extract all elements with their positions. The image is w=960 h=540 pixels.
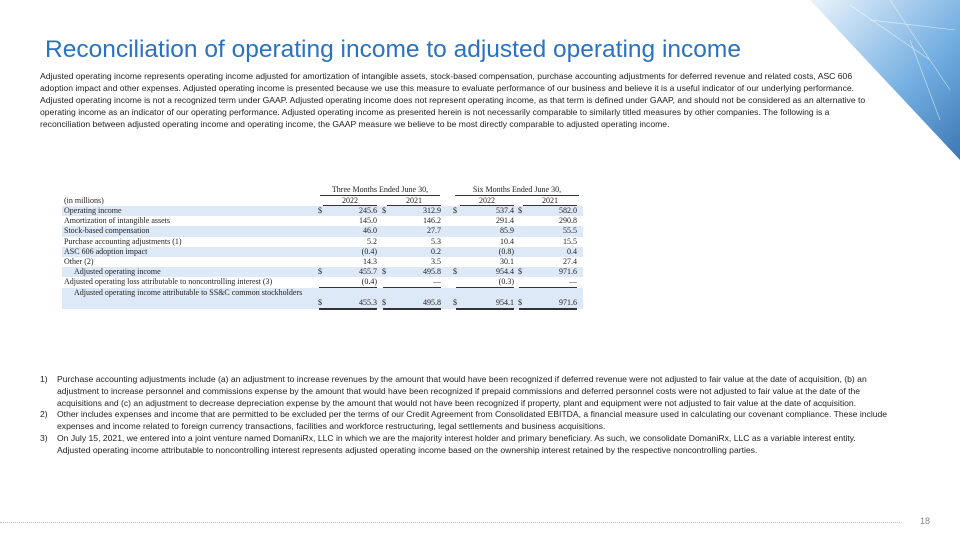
footnote-number: 1) [40,374,48,384]
cell-value: 455.3 [319,298,377,311]
cell-value: 971.6 [519,298,577,311]
intro-text: Adjusted operating income represents ope… [40,71,866,129]
group-header: Three Months Ended June 30, [320,184,440,196]
currency-sign: $ [382,267,386,277]
footnote: 2) Other includes expenses and income tha… [40,409,890,433]
reconciliation-table: Three Months Ended June 30, Six Months En… [62,184,583,314]
cell-value: 312.9 [423,206,441,215]
cell-value: 290.8 [559,216,577,226]
year-header: 2022 [323,196,377,206]
currency-sign: $ [453,267,457,277]
row-background [62,287,583,309]
unit-label: (in millions) [64,196,104,205]
currency-sign: $ [318,298,322,308]
currency-sign: $ [382,298,386,308]
currency-sign: $ [382,206,386,215]
cell-value: (0.8) [498,246,514,256]
cell-value: 10.4 [500,236,514,246]
cell-value: (0.4) [361,246,377,256]
title: Reconciliation of operating income to ad… [45,36,741,63]
footnote: 1) Purchase accounting adjustments includ… [40,374,890,409]
cell-value: 146.2 [423,216,441,226]
cell-value: 145.0 [359,216,377,226]
currency-sign: $ [453,206,457,215]
currency-sign: $ [518,298,522,308]
decoration [810,0,960,160]
cell-value: 5.2 [367,236,377,246]
cell-value: 954.4 [496,267,514,277]
row-label: ASC 606 adoption impact [64,246,148,256]
row-label: Amortization of intangible assets [64,216,170,226]
row-label: Stock-based compensation [64,226,150,236]
footnote-text: Other includes expenses and income that … [57,409,888,432]
row-label: Purchase accounting adjustments (1) [64,236,182,246]
cell-value: 954.1 [456,298,514,311]
cell-value: 455.7 [359,267,377,277]
row-label: Adjusted operating income [74,267,161,277]
cell-value: 5.3 [431,236,441,246]
cell-value: 245.6 [359,206,377,215]
row-background [62,226,583,237]
cell-value: 495.8 [383,298,441,311]
year-header: 2022 [460,196,514,206]
footnote-text: On July 15, 2021, we entered into a join… [57,432,856,455]
currency-sign: $ [518,206,522,215]
year-header: 2021 [387,196,441,206]
footnote: 3) On July 15, 2021, we entered into a jo… [40,433,890,457]
cell-value: 971.6 [559,267,577,277]
cell-value: 582.0 [559,206,577,215]
cell-value: 0.2 [431,246,441,256]
cell-value: 85.9 [500,226,514,236]
cell-value: 46.0 [363,226,377,236]
row-label: Operating income [64,206,122,215]
row-label: Adjusted operating loss attributable to … [64,277,273,287]
page-number: 18 [919,516,930,526]
group-header: Six Months Ended June 30, [455,184,579,196]
row-background [62,206,583,217]
footnote-number: 3) [40,432,48,443]
row-label: Adjusted operating income attributable t… [74,287,303,297]
currency-sign: $ [318,206,322,215]
cell-value: 15.5 [563,236,577,246]
footnote-text: Purchase accounting adjustments include … [57,374,867,408]
footnotes: 1) Purchase accounting adjustments includ… [40,374,890,457]
cell-value: 0.4 [567,246,577,256]
cell-value: 55.5 [563,226,577,236]
cell-value: 27.7 [427,226,441,236]
cell-value: 291.4 [496,216,514,226]
year-header: 2021 [523,196,577,206]
cell-value: 537.4 [496,206,514,215]
row-label: Other (2) [64,257,94,266]
row-background [62,246,583,257]
currency-sign: $ [518,267,522,277]
currency-sign: $ [453,298,457,308]
row-background [62,267,583,278]
cell-value: 495.8 [423,267,441,277]
footnote-number: 2) [40,409,48,420]
divider [0,522,900,523]
currency-sign: $ [318,267,322,277]
